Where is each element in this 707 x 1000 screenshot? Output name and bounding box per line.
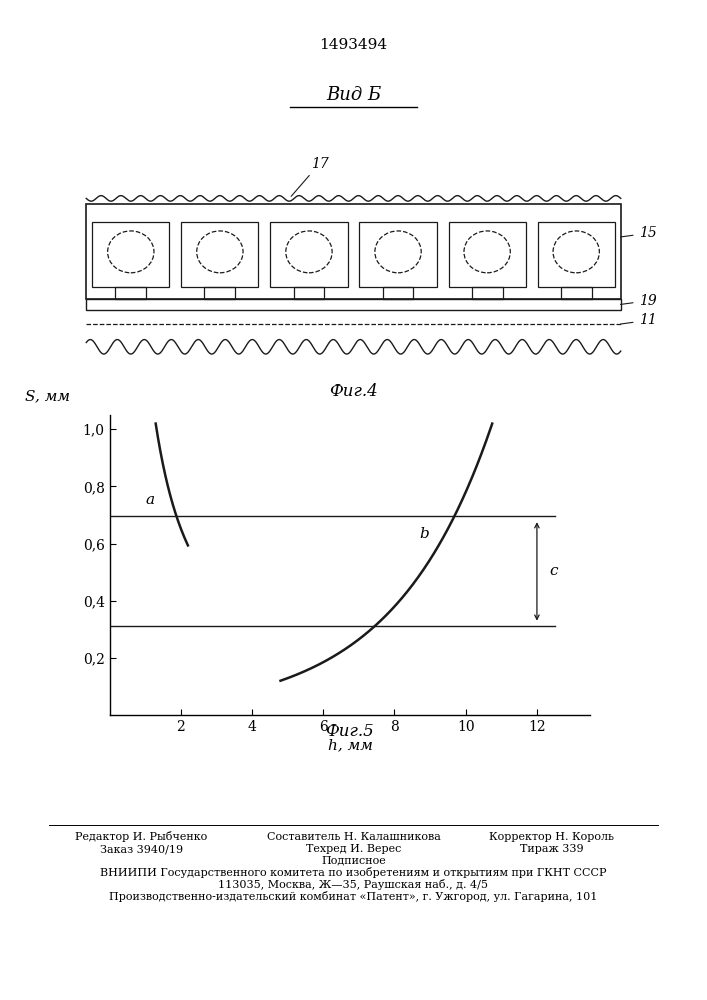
- Text: b: b: [419, 527, 429, 541]
- Text: Производственно-издательский комбинат «Патент», г. Ужгород, ул. Гагарина, 101: Производственно-издательский комбинат «П…: [110, 890, 597, 902]
- Text: Вид Б: Вид Б: [326, 86, 381, 104]
- Text: 113035, Москва, Ж—35, Раушская наб., д. 4/5: 113035, Москва, Ж—35, Раушская наб., д. …: [218, 879, 489, 890]
- Text: 1493494: 1493494: [320, 38, 387, 52]
- Text: Тираж 339: Тираж 339: [520, 844, 583, 854]
- Text: 15: 15: [621, 226, 656, 240]
- Text: 19: 19: [621, 294, 656, 308]
- Y-axis label: S, мм: S, мм: [25, 389, 69, 403]
- Text: Заказ 3940/19: Заказ 3940/19: [100, 844, 183, 854]
- Text: Подписное: Подписное: [321, 855, 386, 865]
- Text: 11: 11: [621, 313, 656, 327]
- Text: ВНИИПИ Государственного комитета по изобретениям и открытиям при ГКНТ СССР: ВНИИПИ Государственного комитета по изоб…: [100, 866, 607, 878]
- Text: 17: 17: [291, 157, 329, 196]
- Text: Фиг.5: Фиг.5: [326, 724, 374, 740]
- Text: c: c: [549, 564, 558, 578]
- Text: Техред И. Верес: Техред И. Верес: [306, 844, 401, 854]
- Text: Корректор Н. Король: Корректор Н. Король: [489, 832, 614, 842]
- Text: Составитель Н. Калашникова: Составитель Н. Калашникова: [267, 832, 440, 842]
- X-axis label: h, мм: h, мм: [327, 738, 373, 752]
- Text: a: a: [145, 493, 154, 507]
- Text: Фиг.4: Фиг.4: [329, 383, 378, 400]
- Text: Редактор И. Рыбченко: Редактор И. Рыбченко: [75, 832, 208, 842]
